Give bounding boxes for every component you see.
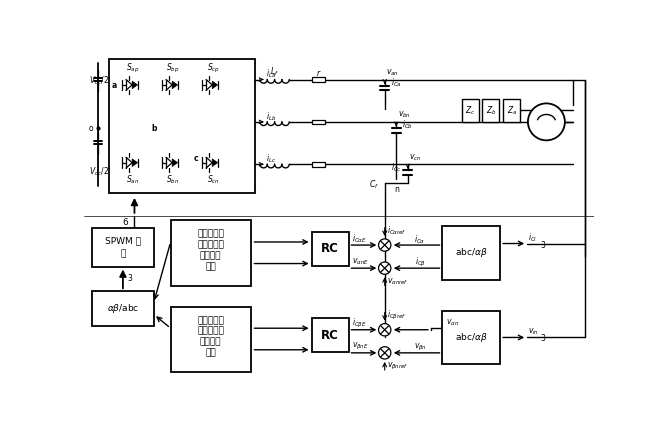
- Bar: [92, 291, 154, 326]
- Text: 幂次趋近: 幂次趋近: [200, 338, 221, 346]
- Text: $v_{\alpha nref}$: $v_{\alpha nref}$: [387, 277, 408, 287]
- Text: $Z_c$: $Z_c$: [465, 104, 475, 117]
- Text: $i_{Ci}$: $i_{Ci}$: [528, 231, 538, 244]
- Text: a: a: [112, 81, 117, 90]
- Text: 率）: 率）: [205, 348, 216, 357]
- Text: 制: 制: [120, 249, 126, 258]
- Bar: [312, 318, 348, 352]
- Text: $Z_b$: $Z_b$: [486, 104, 496, 117]
- Text: $v_{in}$: $v_{in}$: [528, 326, 539, 336]
- Text: $C_f$: $C_f$: [369, 179, 379, 191]
- Text: o: o: [89, 124, 93, 133]
- Text: $V_{dc}/2$: $V_{dc}/2$: [89, 166, 109, 178]
- Circle shape: [379, 324, 391, 336]
- Bar: [312, 77, 326, 82]
- Text: $S_{cp}$: $S_{cp}$: [207, 61, 220, 74]
- Bar: [312, 162, 326, 166]
- Polygon shape: [172, 159, 177, 166]
- Text: $i_{La}$: $i_{La}$: [266, 68, 276, 80]
- Circle shape: [379, 347, 391, 359]
- Text: 3: 3: [128, 275, 132, 283]
- Bar: [312, 120, 326, 124]
- Text: $v_{\alpha nE}$: $v_{\alpha nE}$: [352, 257, 369, 267]
- Text: $S_{bn}$: $S_{bn}$: [166, 173, 179, 186]
- Bar: [171, 307, 252, 372]
- Text: RC: RC: [321, 328, 339, 342]
- Text: $i_{Cb}$: $i_{Cb}$: [402, 119, 413, 131]
- Text: $i_{Ca}$: $i_{Ca}$: [391, 76, 402, 89]
- Text: c: c: [194, 154, 199, 162]
- Text: b: b: [152, 124, 157, 133]
- Text: $v_{bn}$: $v_{bn}$: [398, 110, 410, 120]
- Bar: [442, 311, 500, 364]
- Bar: [312, 232, 348, 266]
- Polygon shape: [132, 81, 138, 89]
- Text: $V_{dc}/2$: $V_{dc}/2$: [89, 75, 109, 87]
- Bar: [483, 99, 499, 122]
- Bar: [109, 59, 256, 194]
- Text: 幂次趋近: 幂次趋近: [200, 251, 221, 260]
- Text: $v_{\beta n}$: $v_{\beta n}$: [414, 342, 426, 353]
- Text: $L_f$: $L_f$: [270, 66, 279, 78]
- Text: 3: 3: [540, 240, 545, 250]
- Bar: [171, 220, 252, 286]
- Text: $S_{bp}$: $S_{bp}$: [166, 61, 179, 74]
- Text: n: n: [394, 185, 399, 194]
- Text: $\alpha\beta$/abc: $\alpha\beta$/abc: [107, 302, 139, 314]
- Text: 制（指数双: 制（指数双: [197, 240, 224, 250]
- Text: $i_{Lb}$: $i_{Lb}$: [266, 110, 276, 123]
- Text: $v_{\beta nref}$: $v_{\beta nref}$: [387, 361, 408, 372]
- Text: $S_{an}$: $S_{an}$: [126, 173, 140, 186]
- Bar: [503, 99, 520, 122]
- Text: $v_{\beta nE}$: $v_{\beta nE}$: [352, 341, 369, 352]
- Text: abc/$\alpha\beta$: abc/$\alpha\beta$: [455, 246, 487, 259]
- Circle shape: [528, 103, 565, 140]
- Text: $S_{ap}$: $S_{ap}$: [126, 61, 140, 74]
- Text: $i_{C\alpha}$: $i_{C\alpha}$: [414, 233, 426, 246]
- Text: $i_{C\beta ref}$: $i_{C\beta ref}$: [387, 309, 406, 322]
- Text: $i_{C\beta E}$: $i_{C\beta E}$: [352, 317, 367, 330]
- Text: $i_{C\alpha E}$: $i_{C\alpha E}$: [352, 233, 367, 245]
- Text: $i_{C\alpha ref}$: $i_{C\alpha ref}$: [387, 225, 406, 237]
- Text: $S_{cn}$: $S_{cn}$: [207, 173, 219, 186]
- Text: $i_{Lc}$: $i_{Lc}$: [266, 152, 276, 165]
- Bar: [461, 99, 479, 122]
- Text: abc/$\alpha\beta$: abc/$\alpha\beta$: [455, 331, 487, 344]
- Polygon shape: [132, 159, 138, 166]
- Text: 3: 3: [540, 335, 545, 343]
- Text: 离散滑模控: 离散滑模控: [197, 230, 224, 239]
- Text: $Z_a$: $Z_a$: [506, 104, 517, 117]
- Polygon shape: [213, 81, 218, 89]
- Text: 率）: 率）: [205, 262, 216, 271]
- Bar: [92, 228, 154, 267]
- Text: $v_{cn}$: $v_{cn}$: [409, 152, 422, 162]
- Bar: [442, 226, 500, 280]
- Text: $v_{an}$: $v_{an}$: [386, 67, 399, 78]
- Text: SPWM 调: SPWM 调: [105, 237, 141, 246]
- Text: 6: 6: [122, 218, 128, 227]
- Text: RC: RC: [321, 242, 339, 255]
- Text: $i_{C\beta}$: $i_{C\beta}$: [414, 256, 426, 269]
- Text: 制（指数双: 制（指数双: [197, 327, 224, 336]
- Text: $r$: $r$: [316, 68, 321, 78]
- Text: $v_{\alpha n}$: $v_{\alpha n}$: [446, 318, 459, 328]
- Polygon shape: [213, 159, 218, 166]
- Polygon shape: [172, 81, 177, 89]
- Circle shape: [379, 262, 391, 274]
- Text: 离散滑模控: 离散滑模控: [197, 316, 224, 325]
- Text: $i_{Cc}$: $i_{Cc}$: [391, 161, 402, 173]
- Circle shape: [379, 239, 391, 251]
